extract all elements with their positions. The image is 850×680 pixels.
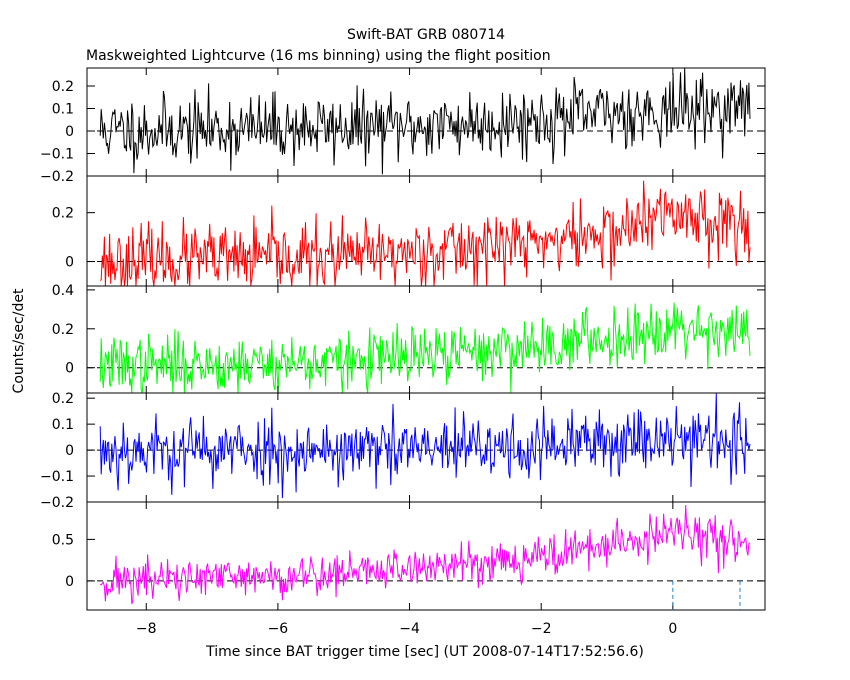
chart-subtitle: Maskweighted Lightcurve (16 ms binning) … [86, 48, 551, 64]
y-tick-label: 0 [65, 361, 74, 377]
y-tick-label: 0.2 [52, 322, 74, 338]
y-tick-label: 0 [65, 574, 74, 590]
x-tick-label: −4 [399, 621, 420, 637]
x-tick-label: −8 [136, 621, 157, 637]
y-tick-label: −0.2 [40, 495, 74, 511]
y-tick-label: 0 [65, 124, 74, 140]
panel-1: −0.2 −0.1 0 0.1 0.2 [40, 67, 766, 185]
y-tick-label: 0.1 [52, 417, 74, 433]
series-line [99, 180, 751, 287]
y-axis-label: Counts/sec/det [11, 288, 27, 393]
series-line [99, 504, 751, 605]
panel-frame [86, 67, 766, 177]
panel-2: 00.2 [52, 175, 766, 287]
panel-5: 00.5 [52, 501, 766, 611]
y-tick-label: −0.2 [40, 169, 74, 185]
panel-frame [86, 501, 766, 611]
y-tick-label: 0.4 [52, 283, 74, 299]
y-tick-label: 0.5 [52, 532, 74, 548]
panel-3: 0 0.2 0.4 [52, 283, 766, 394]
y-tick-label: 0.2 [52, 391, 74, 407]
chart-title: Swift-BAT GRB 080714 [347, 27, 505, 43]
series-line [99, 302, 751, 394]
y-tick-label: 0 [65, 255, 74, 271]
y-tick-label: 0.2 [52, 79, 74, 95]
y-tick-label: −0.1 [40, 147, 74, 163]
series-line [99, 392, 751, 499]
x-axis-label: Time since BAT trigger time [sec] (UT 20… [205, 644, 644, 660]
y-tick-label: 0 [65, 443, 74, 459]
y-tick-label: 0.2 [52, 206, 74, 222]
x-tick-label: −6 [268, 621, 289, 637]
series-line [99, 67, 751, 175]
x-tick-label: −2 [531, 621, 552, 637]
y-tick-label: 0.1 [52, 102, 74, 118]
y-tick-label: −0.1 [40, 469, 74, 485]
panel-4: −0.2 −0.1 0 0.1 0.2 [40, 391, 766, 511]
x-tick-label: 0 [668, 621, 677, 637]
